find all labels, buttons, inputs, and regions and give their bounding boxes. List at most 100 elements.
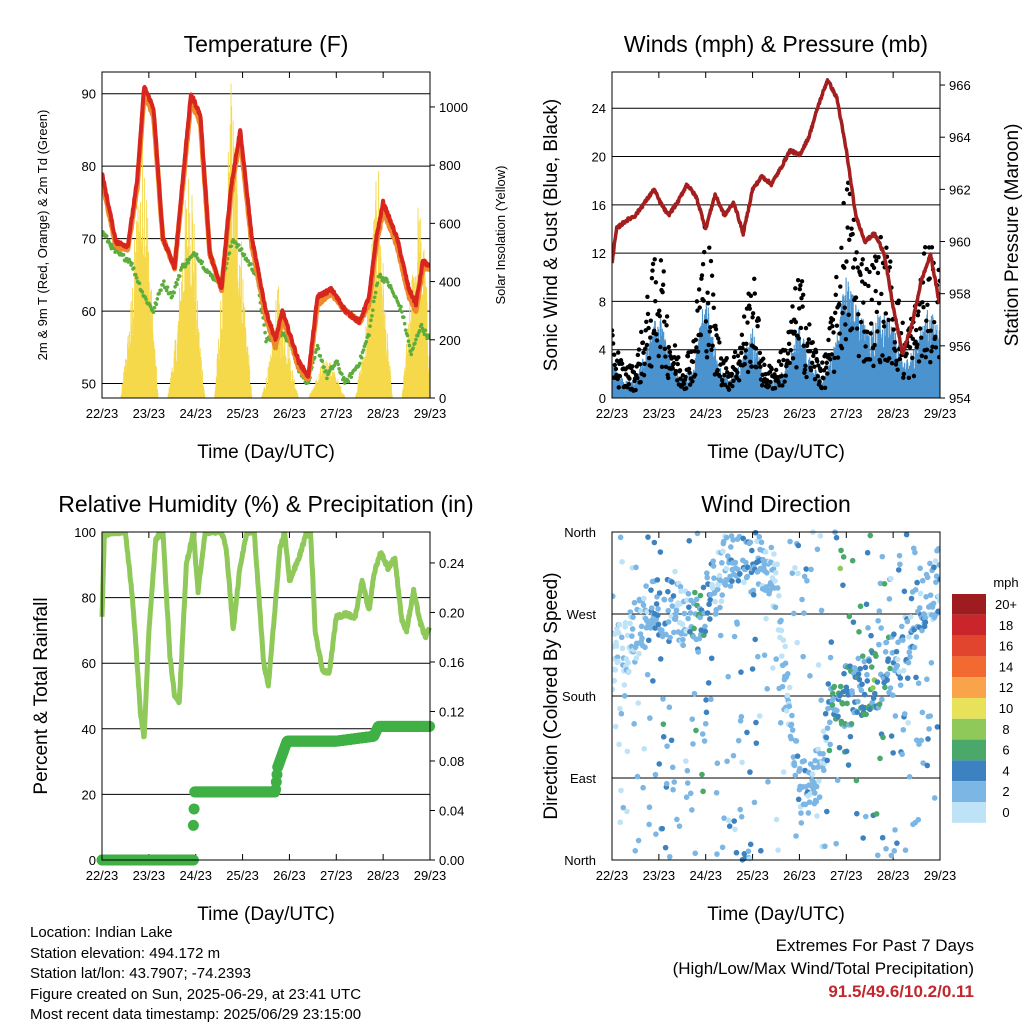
direction-point (935, 546, 940, 552)
dewpoint-point (407, 343, 412, 348)
gust-point (815, 373, 820, 379)
direction-point (612, 686, 616, 693)
direction-point (885, 656, 892, 662)
direction-point (882, 649, 889, 655)
gust-point (782, 348, 788, 353)
dewpoint-point (144, 297, 148, 302)
direction-point (897, 561, 903, 568)
direction-point (645, 534, 651, 540)
direction-point (727, 583, 734, 589)
direction-point (669, 579, 675, 585)
direction-point (897, 675, 904, 681)
direction-point (752, 529, 759, 536)
gust-point (705, 290, 710, 295)
dewpoint-point (399, 304, 403, 309)
direction-point (687, 790, 694, 797)
gust-point (745, 369, 751, 375)
direction-point (797, 765, 803, 772)
gust-point (812, 364, 817, 369)
gust-point (779, 362, 784, 367)
dewpoint-point (372, 295, 377, 300)
dewpoint-point (155, 297, 160, 301)
direction-point (625, 660, 631, 666)
direction-point (656, 761, 663, 767)
direction-point (834, 777, 841, 784)
gust-point (842, 265, 847, 270)
station-info: Location: Indian Lake Station elevation:… (30, 923, 361, 1026)
direction-point (891, 631, 897, 638)
direction-point (901, 588, 908, 595)
direction-point (617, 819, 624, 826)
gust-point (766, 383, 772, 389)
direction-point (752, 636, 758, 643)
direction-point (665, 619, 672, 625)
gust-point (742, 361, 747, 367)
gust-point (785, 351, 791, 356)
direction-point (616, 621, 623, 628)
dewpoint-point (159, 288, 163, 292)
gust-point (871, 265, 877, 271)
direction-point (789, 727, 796, 733)
wind-ytick-label: 16 (592, 198, 606, 213)
gust-point (690, 359, 696, 365)
gust-point (864, 266, 869, 272)
direction-point (654, 612, 661, 619)
gust-point (752, 291, 758, 296)
direction-point (807, 791, 814, 797)
panel1-xtick-label: 26/23 (783, 406, 816, 421)
gust-point (706, 342, 711, 348)
gust-point (799, 279, 805, 284)
gust-point (613, 366, 619, 372)
direction-point (657, 656, 664, 662)
direction-point (837, 692, 843, 699)
direction-point (823, 734, 830, 741)
gust-point (900, 320, 905, 326)
panel0-xtick-label: 26/23 (273, 406, 306, 421)
temp-frame (101, 71, 431, 399)
direction-point (633, 564, 639, 571)
direction-point (662, 844, 669, 851)
precip-y2tick-label: 0.04 (439, 803, 464, 818)
direction-point (908, 595, 915, 602)
direction-point (652, 625, 658, 631)
gust-point (891, 327, 896, 332)
gust-point (772, 385, 778, 391)
gust-point (687, 370, 692, 375)
direction-point (888, 852, 895, 859)
gust-point (820, 360, 825, 365)
solar-insolation-line (120, 83, 430, 398)
gust-point (741, 314, 747, 319)
rh-ytick-label: 80 (82, 591, 96, 606)
direction-point (719, 560, 725, 566)
direction-point (897, 682, 904, 688)
gust-point (822, 385, 828, 390)
gust-point (664, 314, 670, 319)
gust-point (843, 336, 849, 342)
dewpoint-point (416, 333, 420, 338)
gust-point (830, 317, 836, 322)
direction-point (857, 603, 864, 610)
dewpoint-point (417, 328, 422, 333)
gust-point (921, 305, 926, 310)
panel2-xtick-label: 22/23 (86, 868, 119, 883)
direction-point (828, 639, 835, 645)
direction-point (678, 588, 684, 595)
gust-point (889, 360, 895, 366)
panel2-xlabel: Time (Day/UTC) (197, 904, 335, 925)
direction-point (906, 649, 913, 656)
direction-point (641, 595, 647, 602)
direction-point (612, 677, 618, 684)
precip-y2tick-label: 0.16 (439, 655, 464, 670)
direction-point (918, 737, 925, 744)
gust-point (652, 257, 657, 262)
direction-point (877, 580, 884, 587)
panel1-y2label: Station Pressure (Maroon) (1002, 124, 1023, 347)
direction-point (811, 790, 818, 796)
gust-point (872, 342, 877, 348)
gust-point (832, 355, 837, 361)
gust-point (793, 319, 799, 325)
direction-point (868, 632, 874, 639)
direction-point (746, 856, 753, 862)
dewpoint-point (411, 346, 415, 350)
